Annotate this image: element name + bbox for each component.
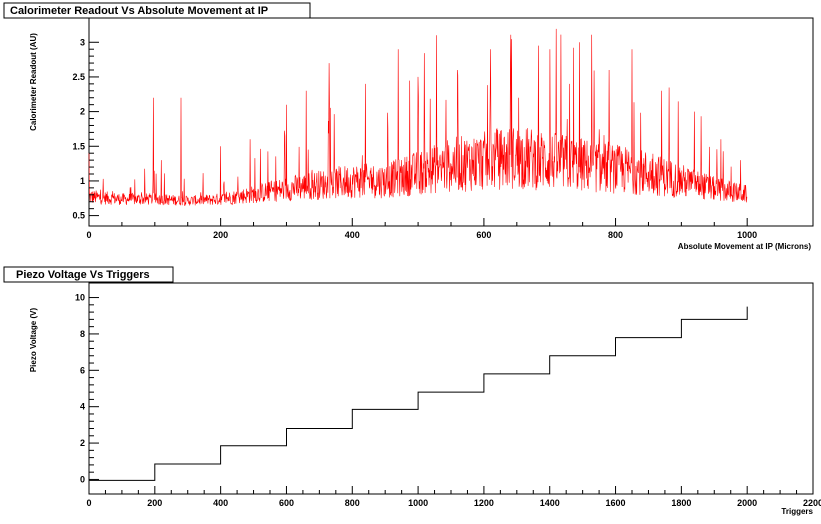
- y-tick-label: 6: [80, 365, 85, 375]
- x-tick-label: 200: [147, 498, 162, 508]
- y-tick-label: 10: [75, 293, 85, 303]
- y-tick-label: 4: [80, 402, 85, 412]
- chart-1-title: Calorimeter Readout Vs Absolute Movement…: [10, 5, 268, 17]
- y-tick-label: 3: [80, 37, 85, 47]
- y-tick-label: 0: [80, 474, 85, 484]
- x-tick-label: 1200: [474, 498, 494, 508]
- y-tick-label: 2.5: [72, 72, 85, 82]
- x-tick-label: 1800: [671, 498, 691, 508]
- x-tick-label: 800: [608, 230, 623, 240]
- x-tick-label: 600: [279, 498, 294, 508]
- series-line: [89, 306, 748, 481]
- x-tick-label: 1400: [540, 498, 560, 508]
- y-tick-label: 2: [80, 107, 85, 117]
- chart-2-series: [89, 306, 748, 481]
- chart-2-plot-frame: [88, 282, 814, 495]
- x-tick-label: 600: [476, 230, 491, 240]
- x-tick-label: 1000: [737, 230, 757, 240]
- chart-1-x-axis-title: Absolute Movement at IP (Microns): [678, 242, 812, 251]
- x-tick-label: 2000: [737, 498, 757, 508]
- chart-1-y-ticks: 0.5 1 1.5 2 2.5 3: [72, 37, 99, 221]
- y-tick-label: 2: [80, 438, 85, 448]
- chart-2-y-axis-title: Piezo Voltage (V): [29, 308, 38, 373]
- y-tick-label: 8: [80, 329, 85, 339]
- x-tick-label: 400: [345, 230, 360, 240]
- chart-1-y-axis-title: Calorimeter Readout (AU): [29, 33, 38, 131]
- chart-1-x-ticks: 0 200 400 600 800 1000: [86, 218, 757, 240]
- y-tick-label: 0.5: [72, 211, 85, 221]
- chart-2-x-ticks: 0 200 400 600 800 1000 1200 1400 1600 1800 2000 220…: [86, 486, 821, 508]
- chart-calorimeter: Calorimeter Readout Vs Absolute Movement…: [3, 2, 814, 251]
- x-tick-label: 400: [213, 498, 228, 508]
- chart-2-title: Piezo Voltage Vs Triggers: [16, 269, 150, 281]
- x-tick-label: 200: [213, 230, 228, 240]
- x-tick-label: 1000: [408, 498, 428, 508]
- chart-1-series: [88, 28, 748, 206]
- x-tick-label: 800: [345, 498, 360, 508]
- chart-2-y-ticks: 0 2 4 6 8 10: [75, 293, 99, 484]
- y-tick-label: 1: [80, 176, 85, 186]
- x-tick-label: 2200: [803, 498, 821, 508]
- x-tick-label: 0: [86, 498, 91, 508]
- chart-piezo: Piezo Voltage Vs Triggers 0 2 4 6 8 10 0 200 40…: [3, 266, 821, 516]
- chart-2-title-box: [3, 266, 174, 283]
- x-tick-label: 1600: [606, 498, 626, 508]
- chart-2-x-axis-title: Triggers: [781, 507, 813, 516]
- x-tick-label: 0: [86, 230, 91, 240]
- series-line: [88, 28, 748, 206]
- y-tick-label: 1.5: [72, 141, 85, 151]
